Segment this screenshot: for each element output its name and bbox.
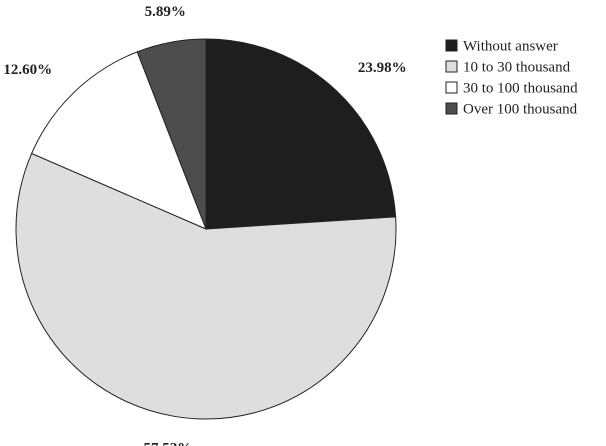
data-label-without-answer: 23.98% [358,60,407,76]
legend-label-30-to-100-thousand: 30 to 100 thousand [463,81,578,97]
pie-slice-over-100-thousand [136,38,207,230]
legend-label-over-100-thousand: Over 100 thousand [463,102,578,118]
data-label-10-to-30-thousand: 57.52% [144,441,193,446]
legend-swatch-30-to-100-thousand [445,81,458,94]
legend-swatch-without-answer [445,39,458,52]
pie-labels: 23.98% 57.52% 12.60% 5.89% [3,4,406,446]
legend-swatch-10-to-30-thousand [445,60,458,73]
pie-slice-10-to-30-thousand [15,152,397,420]
pie-slices [15,38,397,420]
data-label-over-100-thousand: 5.89% [145,4,186,20]
data-label-30-to-100-thousand: 12.60% [3,62,52,78]
legend-label-without-answer: Without answer [463,39,558,55]
pie-slice-without-answer [205,38,397,230]
legend-swatch-over-100-thousand [445,102,458,115]
pie-slice-30-to-100-thousand [31,51,207,230]
legend-label-10-to-30-thousand: 10 to 30 thousand [463,60,571,76]
legend: Without answer 10 to 30 thousand 30 to 100… [445,39,578,118]
